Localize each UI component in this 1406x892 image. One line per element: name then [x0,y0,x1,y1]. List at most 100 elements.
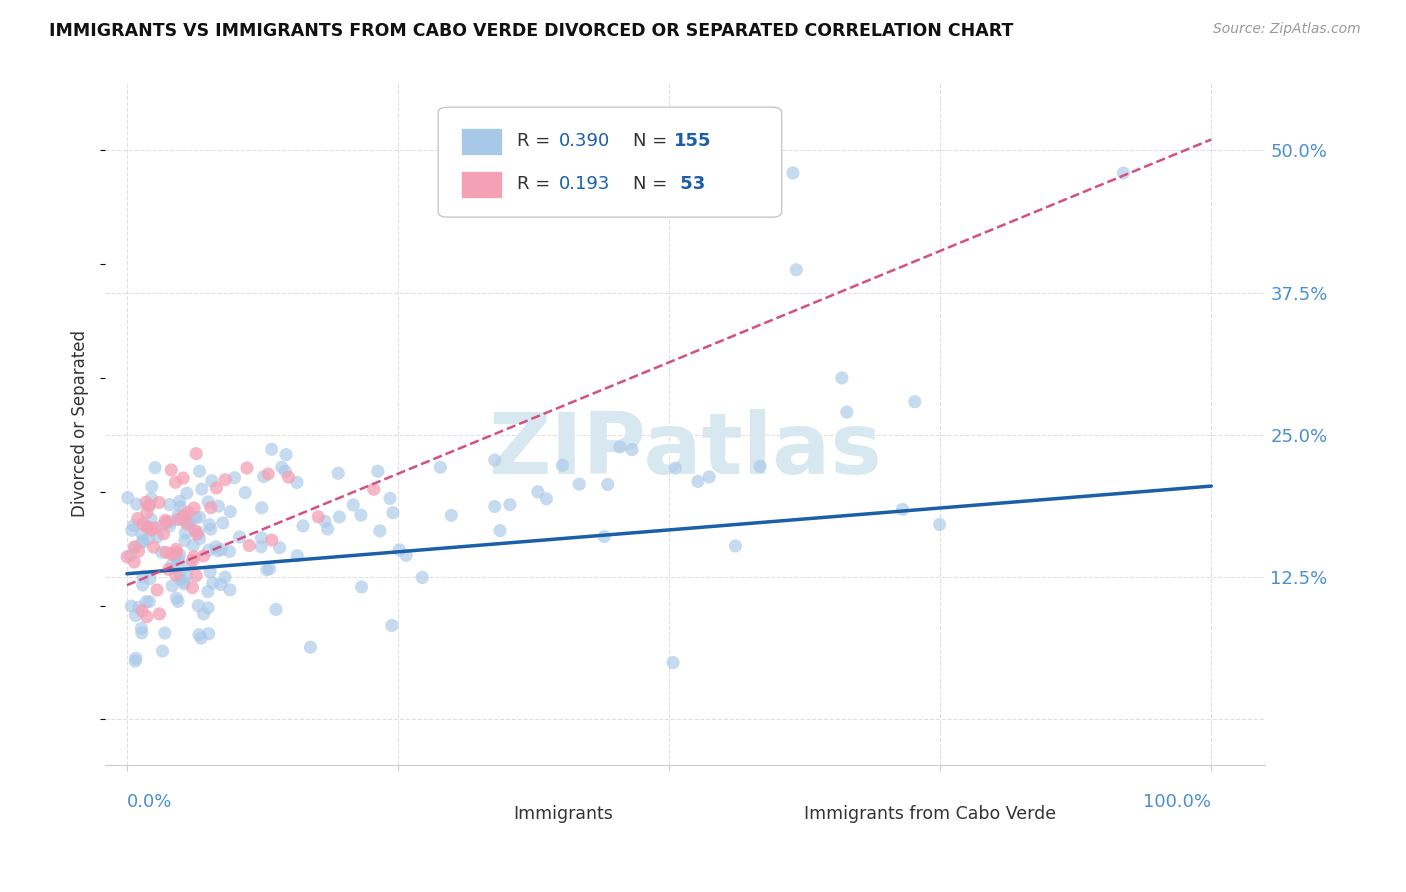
Point [381,618,404,632]
Text: Immigrants from Cabo Verde: Immigrants from Cabo Verde [804,805,1056,823]
Text: Immigrants: Immigrants [513,805,613,823]
Point [260,442,283,457]
Point [131,578,153,592]
Point [132,533,155,548]
Point [184,524,207,538]
Point [165,475,187,490]
Point [136,520,159,534]
Text: 100.0%: 100.0% [1143,794,1212,812]
Point [166,591,188,606]
Point [143,521,166,535]
Text: 0.0%: 0.0% [127,794,173,812]
Point [891,502,914,516]
Point [121,523,143,537]
Point [184,568,207,582]
Point [269,541,291,555]
Point [136,519,159,533]
Point [124,654,146,668]
Point [219,505,242,519]
Point [125,651,148,665]
Point [307,509,329,524]
Point [205,481,228,495]
Point [120,549,142,563]
Point [155,516,177,530]
Point [536,491,558,506]
Point [381,506,404,520]
Point [197,600,219,615]
Text: N =: N = [633,176,673,194]
Point [135,609,157,624]
Point [233,485,256,500]
Point [135,506,157,520]
Point [138,499,160,513]
Point [124,608,146,623]
Point [749,459,772,474]
Point [148,495,170,509]
Point [188,464,211,478]
Point [664,461,686,475]
Point [188,510,211,524]
Point [135,495,157,509]
Point [429,460,451,475]
Point [125,497,148,511]
Point [188,532,211,546]
Point [150,545,173,559]
Point [169,566,191,581]
Point [686,475,709,489]
Point [256,563,278,577]
Point [214,473,236,487]
Point [131,516,153,531]
Point [173,508,195,523]
Point [131,527,153,541]
Text: ZIPatlas: ZIPatlas [488,409,882,492]
Point [342,498,364,512]
Point [238,539,260,553]
Point [190,631,212,645]
Point [904,394,927,409]
Point [176,516,198,531]
Point [316,522,339,536]
Point [131,626,153,640]
Point [173,577,195,591]
Point [131,604,153,618]
Point [260,533,283,547]
Point [193,549,215,563]
Point [124,540,146,554]
Point [250,500,273,515]
Point [172,513,194,527]
Point [499,498,522,512]
Point [484,453,506,467]
Point [150,518,173,533]
Point [141,480,163,494]
Point [122,518,145,533]
Point [183,501,205,516]
Point [236,461,259,475]
Point [139,512,162,526]
Point [141,523,163,537]
Point [270,460,292,475]
Point [197,495,219,509]
Point [205,540,228,554]
Point [219,582,242,597]
Point [197,626,219,640]
Point [201,474,224,488]
Point [314,514,336,528]
Point [489,524,512,538]
Point [181,539,204,553]
Point [186,527,208,541]
Point [167,594,190,608]
Point [198,565,221,579]
Point [173,574,195,589]
Point [299,640,322,655]
Point [209,577,232,591]
Point [411,570,433,584]
Point [197,584,219,599]
Point [152,644,174,658]
Point [135,595,157,609]
Point [139,572,162,586]
Point [169,548,191,562]
Point [367,464,389,478]
Point [228,530,250,544]
Point [928,517,950,532]
Point [148,607,170,621]
